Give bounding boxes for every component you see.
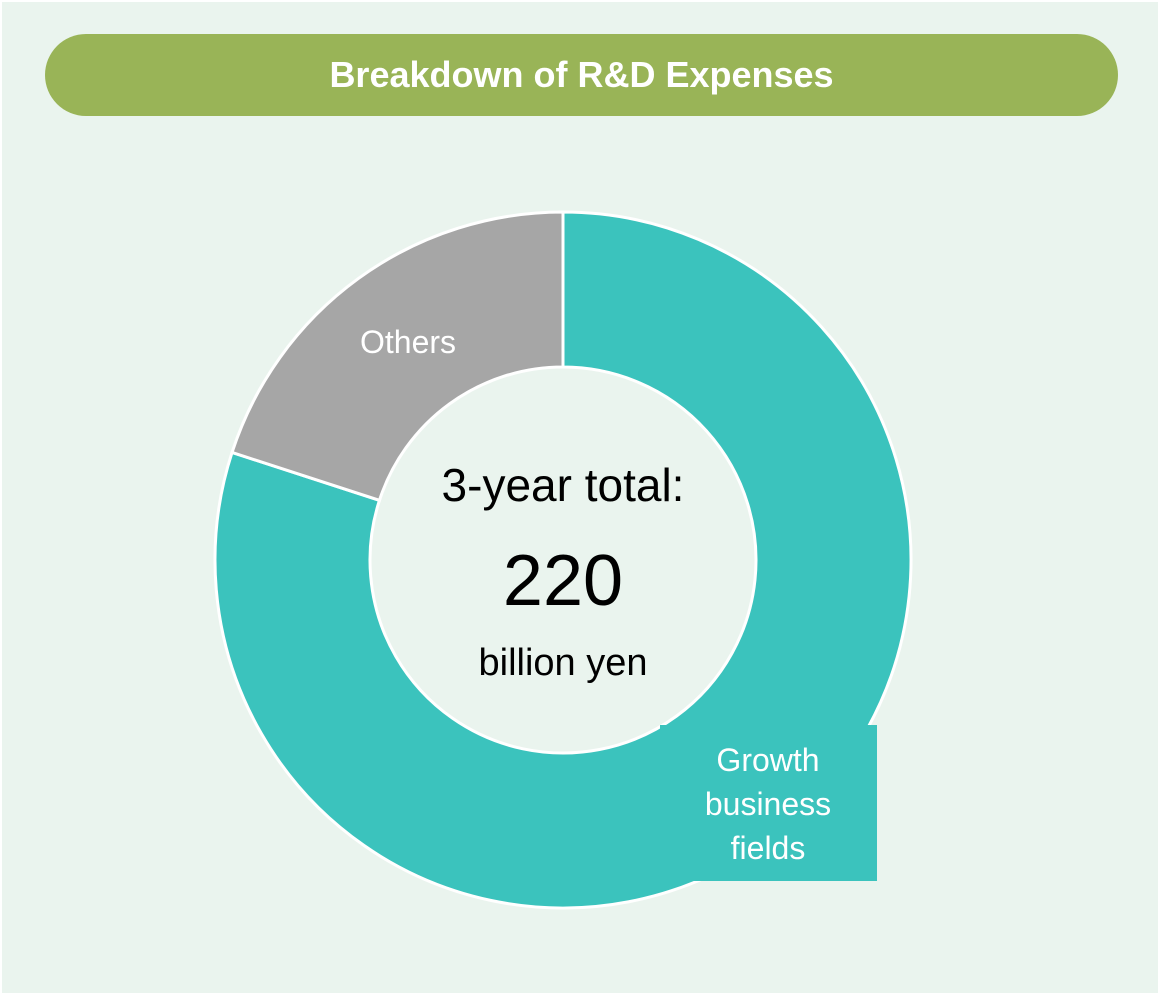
chart-title: Breakdown of R&D Expenses <box>45 34 1118 116</box>
slice-label: Growth business fields <box>704 742 832 866</box>
center-unit: billion yen <box>478 642 648 684</box>
center-value: 220 <box>502 541 624 621</box>
slice <box>230 210 565 503</box>
slice-label: Others <box>359 324 457 360</box>
label-box <box>660 725 877 881</box>
center-text: 3-year total: <box>441 459 685 511</box>
